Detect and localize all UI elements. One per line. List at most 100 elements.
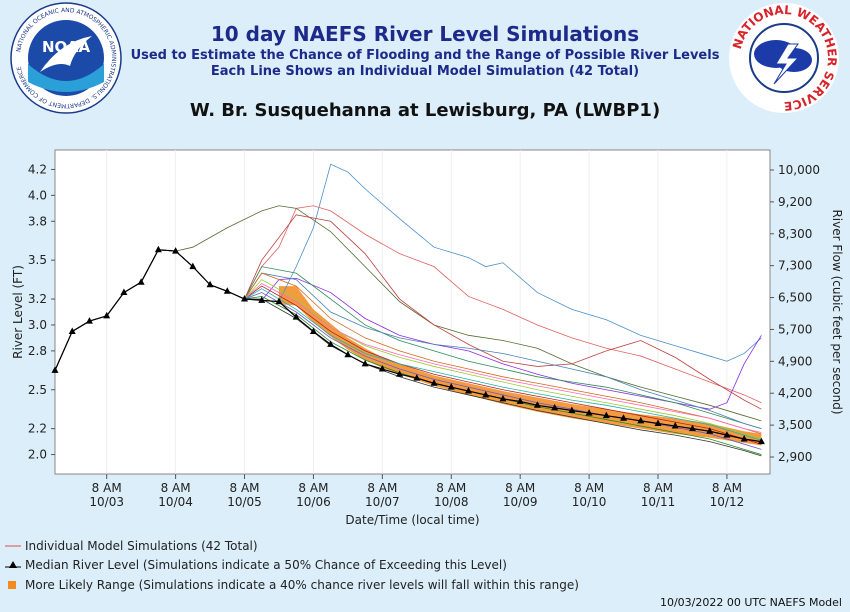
median-point (516, 397, 524, 404)
x-tick-time: 8 AM (643, 481, 673, 495)
median-point (688, 424, 696, 432)
site-title: W. Br. Susquehanna at Lewisburg, PA (LWB… (189, 100, 661, 121)
median-point (85, 317, 93, 324)
median-point (637, 416, 645, 424)
median-point (482, 390, 490, 398)
median-point (154, 245, 162, 253)
river-chart: 2.0 2.2 2.5 2.8 3.0 3.2 3.5 3.8 4.0 4.2 2,900 3,50… (11, 149, 844, 527)
median-point (757, 437, 765, 445)
y-tick-label: 2.0 (28, 448, 47, 462)
page-title: 10 day NAEFS River Level Simulations (210, 22, 640, 46)
footer-model-run: 10/03/2022 00 UTC NAEFS Model (659, 596, 842, 609)
median-point (206, 280, 214, 288)
median-point (223, 287, 231, 294)
y-tick-label: 2.5 (28, 383, 47, 397)
y2-tick-label: 10,000 (778, 163, 820, 177)
y2-tick-label: 6,500 (778, 291, 812, 305)
subtitle-2: Each Line Shows an Individual Model Simu… (210, 64, 640, 79)
x-tick-date: 10/09 (503, 495, 538, 509)
y-axis-right: 2,900 3,500 4,200 4,900 5,700 6,500 7,300 8,300… (770, 163, 820, 464)
x-tick-time: 8 AM (230, 481, 260, 495)
median-point (620, 414, 628, 421)
y2-axis-label: River Flow (cubic feet per second) (830, 209, 844, 414)
median-point (361, 359, 369, 367)
y2-tick-label: 3,500 (778, 418, 812, 432)
y-tick-label: 2.8 (28, 344, 47, 358)
median-point (189, 262, 197, 270)
y-tick-label: 3.0 (28, 318, 47, 332)
y-tick-label: 4.0 (28, 188, 47, 202)
median-point (671, 422, 679, 429)
x-tick-date: 10/04 (158, 495, 193, 509)
median-point (120, 288, 128, 296)
x-tick-date: 10/08 (434, 495, 469, 509)
median-point (413, 374, 421, 381)
x-tick-time: 8 AM (712, 481, 742, 495)
y-tick-label: 3.2 (28, 292, 47, 306)
median-point (51, 366, 59, 373)
median-point (740, 435, 748, 442)
median-path (54, 249, 762, 443)
median-point (378, 365, 386, 372)
subtitle-1: Used to Estimate the Chance of Flooding … (130, 48, 720, 63)
median-point (241, 295, 249, 302)
legend-range-label: More Likely Range (Simulations indicate … (25, 578, 579, 592)
median-point (447, 383, 455, 390)
x-tick-date: 10/11 (641, 495, 676, 509)
median-point (430, 379, 438, 386)
median-point (275, 297, 283, 305)
nws-logo: NATIONAL WEATHER SERVICE (729, 3, 839, 113)
legend-range: More Likely Range (Simulations indicate … (5, 578, 579, 592)
median-point (103, 311, 111, 319)
legend-individual-label: Individual Model Simulations (42 Total) (25, 539, 258, 553)
legend-range-swatch (8, 581, 16, 589)
y2-tick-label: 2,900 (778, 450, 812, 464)
y-tick-label: 3.5 (28, 253, 47, 267)
median-point (327, 340, 335, 347)
median-point (292, 313, 300, 320)
median-point (309, 327, 317, 334)
median-point (602, 411, 610, 419)
legend-median-swatch (5, 561, 21, 568)
median-point (706, 427, 714, 434)
x-tick-time: 8 AM (367, 481, 397, 495)
median-point (68, 327, 76, 334)
median-point (533, 401, 541, 408)
legend-median: Median River Level (Simulations indicate… (5, 558, 507, 572)
legend-median-label: Median River Level (Simulations indicate… (25, 558, 507, 572)
median-point (499, 394, 507, 402)
x-tick-date: 10/12 (710, 495, 745, 509)
median-point (568, 406, 576, 413)
median-point (585, 409, 593, 416)
median-point (654, 419, 662, 426)
x-tick-date: 10/07 (365, 495, 400, 509)
noaa-logo: NOAA NATIONAL OCEANIC AND ATMOSPHERIC AD… (10, 2, 122, 114)
x-tick-time: 8 AM (161, 481, 191, 495)
y-tick-label: 2.2 (28, 422, 47, 436)
median-point (137, 278, 145, 285)
y2-tick-label: 4,900 (778, 354, 812, 368)
legend-individual: Individual Model Simulations (42 Total) (5, 539, 258, 553)
median-point (344, 350, 352, 358)
noaa-text: NOAA (42, 38, 91, 56)
y-axis-left: 2.0 2.2 2.5 2.8 3.0 3.2 3.5 3.8 4.0 4.2 (28, 162, 55, 462)
median-point (258, 296, 266, 303)
x-tick-date: 10/05 (227, 495, 262, 509)
y-axis-label: River Level (FT) (11, 265, 25, 359)
legend-individual-swatch (5, 545, 21, 547)
x-tick-date: 10/10 (572, 495, 607, 509)
y2-tick-label: 8,300 (778, 227, 812, 241)
median-point (723, 431, 731, 438)
x-tick-time: 8 AM (574, 481, 604, 495)
median-point (172, 247, 180, 254)
median-point (551, 403, 559, 411)
y-tick-label: 4.2 (28, 162, 47, 176)
x-tick-time: 8 AM (92, 481, 122, 495)
median-line (51, 245, 765, 445)
y-tick-label: 3.8 (28, 214, 47, 228)
x-tick-time: 8 AM (505, 481, 535, 495)
x-tick-date: 10/06 (296, 495, 331, 509)
median-point (396, 370, 404, 377)
median-point (464, 387, 472, 394)
